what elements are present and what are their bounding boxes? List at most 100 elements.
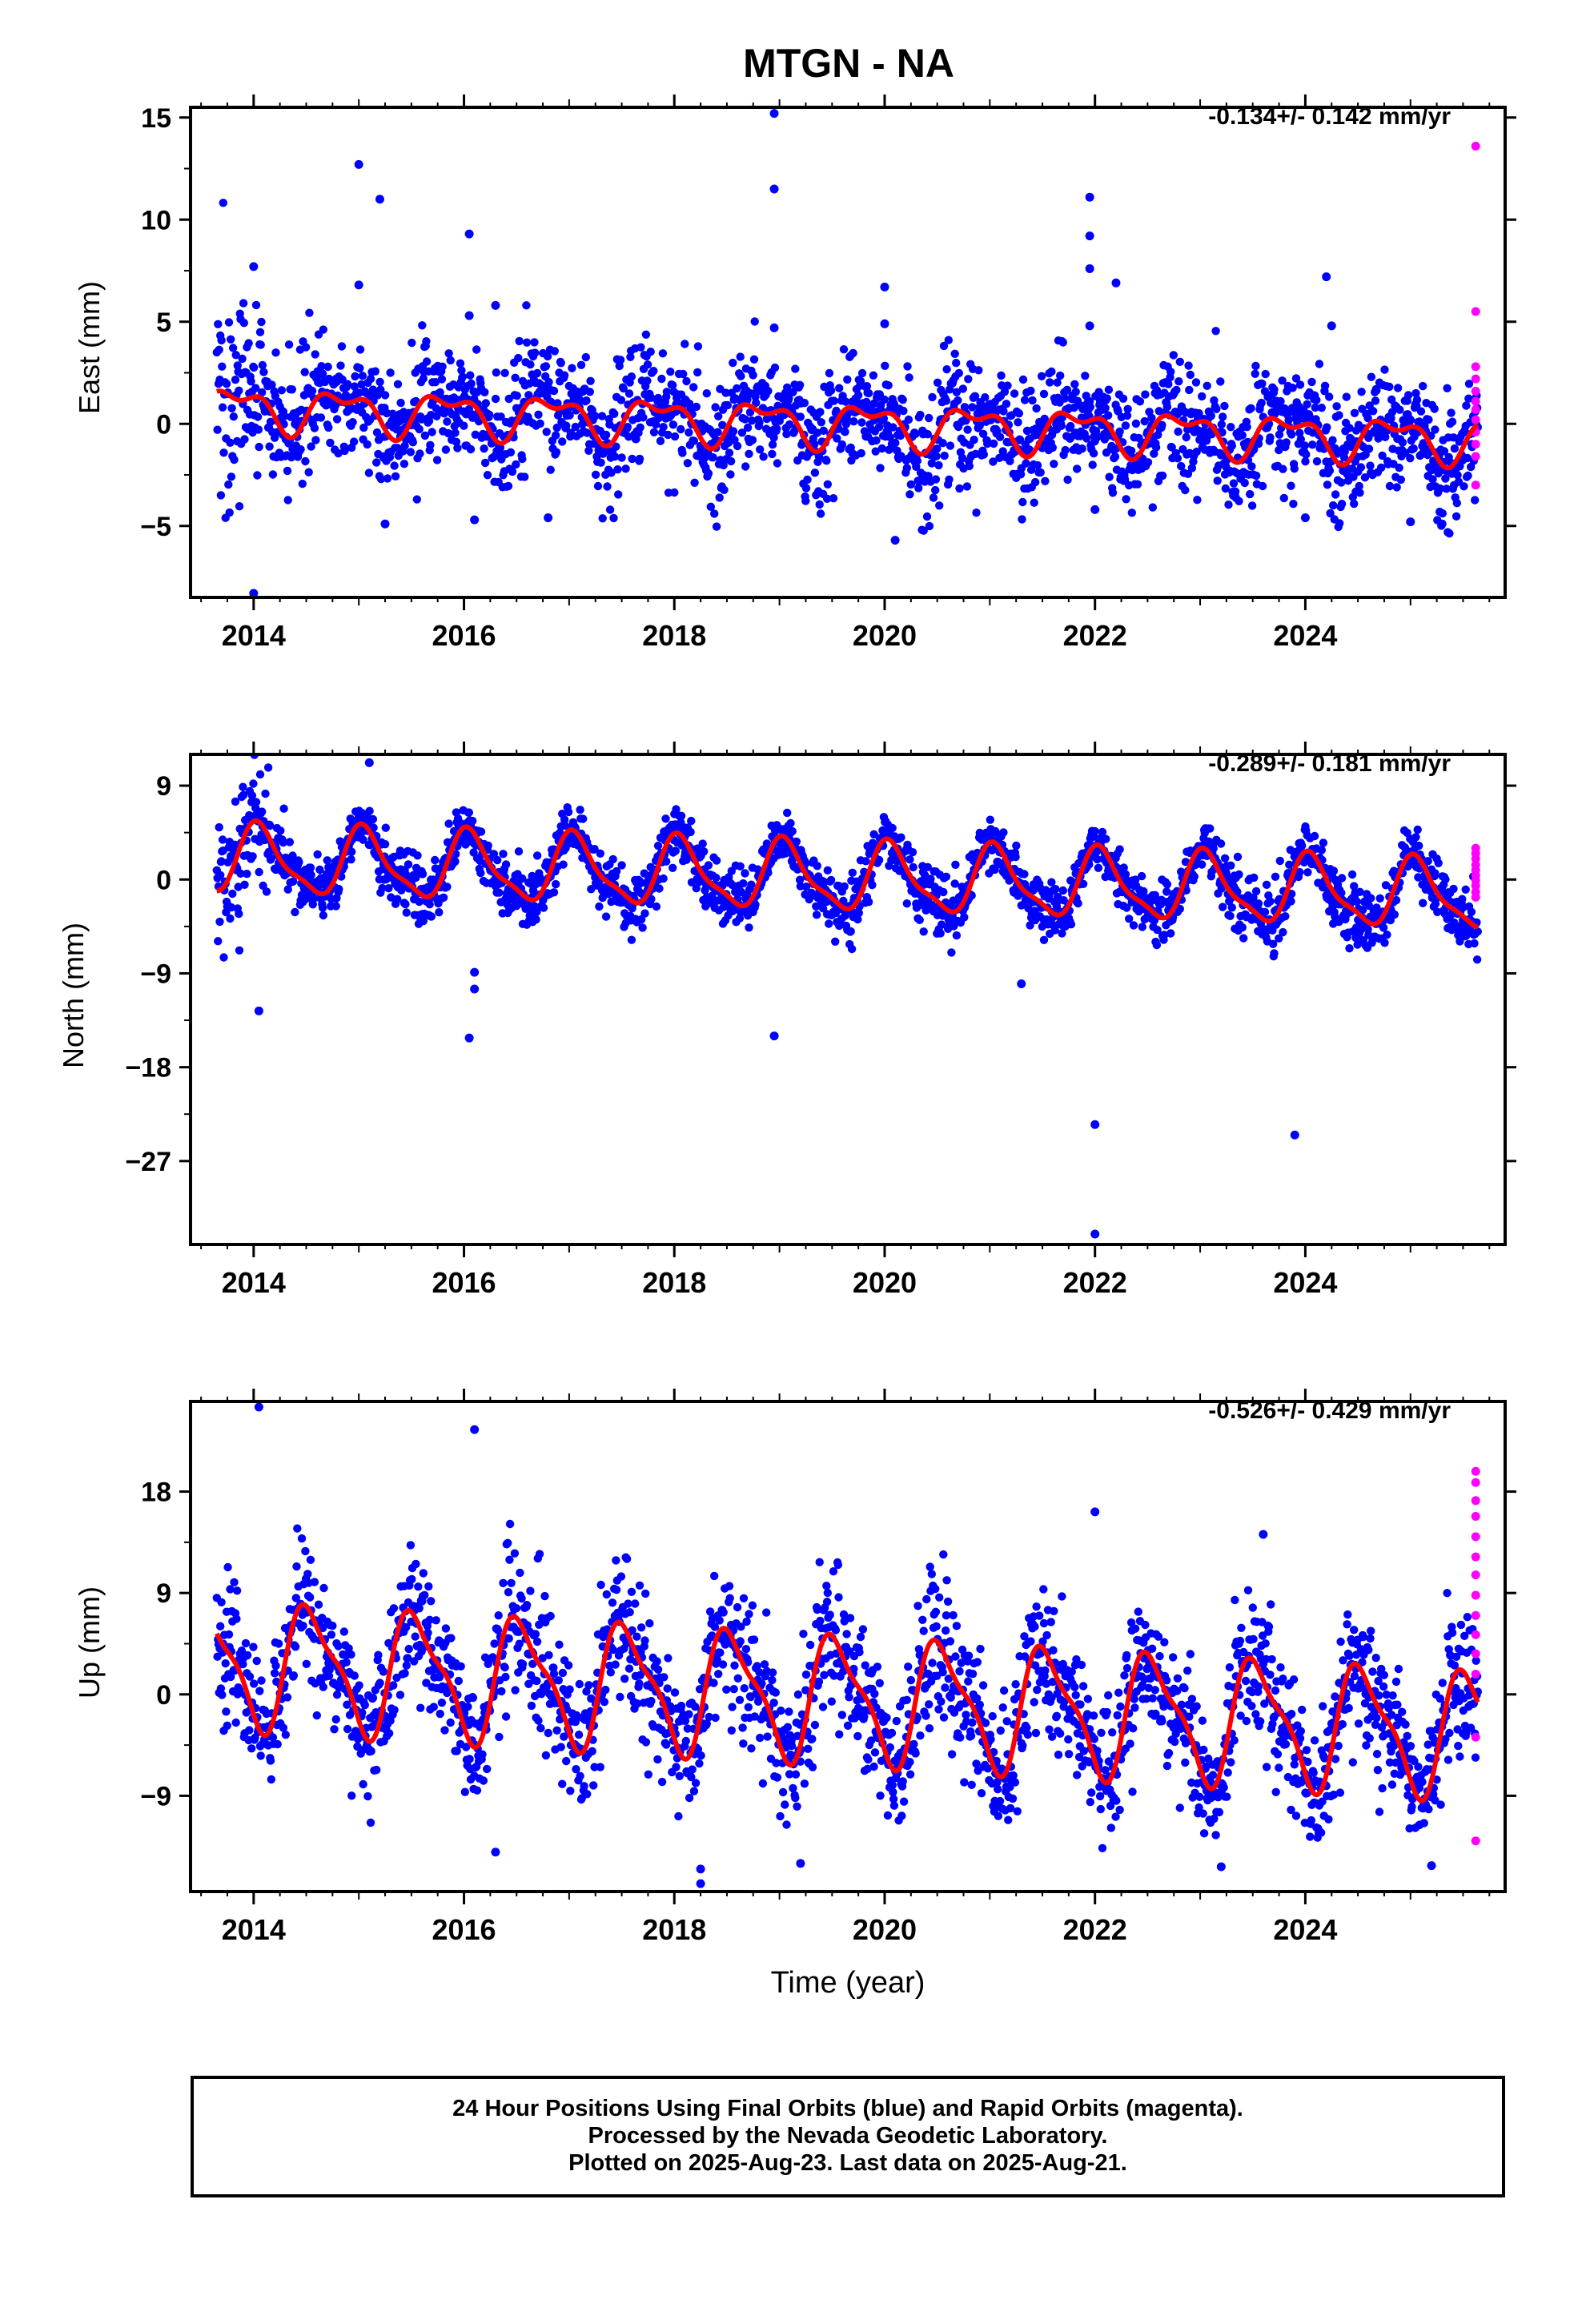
- north-final-point: [812, 902, 821, 911]
- north-final-point: [401, 899, 410, 909]
- north-final-point: [795, 875, 805, 884]
- north-final-point: [840, 882, 849, 891]
- north-final-point: [627, 935, 636, 944]
- north-final-point: [1051, 885, 1060, 894]
- up-final-point: [314, 1600, 323, 1609]
- east-final-point: [412, 495, 421, 504]
- up-y-tick-label: 0: [156, 1680, 171, 1711]
- east-final-point: [609, 513, 618, 523]
- east-final-point: [822, 494, 832, 503]
- north-final-point: [919, 927, 928, 936]
- up-final-point: [227, 1672, 235, 1682]
- east-final-point: [616, 356, 625, 364]
- north-final-point: [384, 884, 393, 893]
- east-final-point: [375, 377, 384, 387]
- north-final-point: [846, 927, 855, 936]
- north-final-point: [1058, 929, 1066, 938]
- east-final-point: [1207, 412, 1216, 420]
- east-final-point: [1016, 470, 1026, 479]
- north-final-point: [1337, 888, 1346, 898]
- east-final-point: [849, 348, 857, 358]
- north-final-point: [228, 889, 237, 899]
- north-final-point: [1260, 907, 1270, 917]
- east-final-point: [1261, 369, 1270, 379]
- north-final-point: [741, 869, 749, 878]
- east-final-point: [741, 462, 750, 471]
- up-y-tick-label: 18: [141, 1478, 171, 1508]
- east-final-point: [770, 363, 780, 372]
- north-final-point: [647, 895, 656, 903]
- north-final-point: [335, 885, 343, 894]
- east-final-point: [283, 466, 292, 476]
- north-final-point: [1441, 875, 1450, 884]
- east-final-point: [415, 424, 424, 434]
- east-final-point: [518, 454, 527, 464]
- east-final-point: [504, 481, 513, 491]
- up-final-point: [224, 1630, 234, 1639]
- east-final-point: [1247, 404, 1255, 412]
- up-final-point: [299, 1621, 307, 1630]
- east-final-point: [1060, 394, 1070, 403]
- east-final-point: [1287, 430, 1296, 439]
- north-final-point: [1353, 940, 1362, 949]
- east-final-point: [839, 345, 849, 354]
- north-final-point: [1219, 903, 1227, 911]
- north-rapid-point: [1471, 892, 1480, 902]
- east-final-point: [1345, 424, 1354, 432]
- north-final-point: [1150, 916, 1159, 925]
- east-final-point: [689, 436, 699, 445]
- east-x-tick-label: 2018: [642, 619, 706, 652]
- north-final-point: [393, 895, 402, 903]
- east-final-point: [500, 368, 509, 377]
- east-final-point: [511, 373, 520, 382]
- east-final-point: [280, 412, 289, 420]
- east-final-point: [636, 343, 645, 352]
- north-final-point: [1329, 866, 1339, 875]
- east-final-point: [1350, 499, 1359, 509]
- east-outlier-point: [890, 536, 900, 545]
- east-final-point: [1393, 384, 1403, 392]
- east-final-point: [938, 439, 947, 448]
- north-final-point: [247, 791, 257, 800]
- east-final-point: [247, 377, 255, 386]
- east-final-point: [441, 445, 451, 454]
- east-final-point: [819, 426, 828, 435]
- north-final-point: [640, 909, 649, 918]
- east-final-point: [456, 359, 465, 368]
- up-final-point: [245, 1726, 254, 1735]
- east-final-point: [227, 335, 235, 344]
- north-final-point: [947, 948, 956, 957]
- east-final-point: [932, 452, 941, 460]
- east-final-point: [643, 360, 652, 369]
- east-final-point: [979, 450, 989, 459]
- east-final-point: [823, 480, 833, 489]
- east-final-point: [1177, 461, 1186, 471]
- north-final-point: [1380, 939, 1389, 947]
- east-final-point: [922, 512, 932, 521]
- east-final-point: [319, 325, 327, 334]
- east-final-point: [1442, 485, 1452, 493]
- north-final-point: [1434, 858, 1443, 868]
- east-final-point: [1381, 432, 1390, 441]
- north-final-point: [854, 908, 864, 918]
- east-final-point: [1302, 450, 1311, 459]
- east-y-tick-label: 10: [141, 205, 171, 235]
- east-final-point: [1135, 397, 1145, 406]
- east-final-point: [785, 420, 794, 429]
- east-y-tick-label: 5: [156, 308, 171, 338]
- east-final-point: [782, 429, 791, 439]
- east-final-point: [1279, 464, 1287, 473]
- north-final-point: [249, 779, 258, 788]
- east-final-point: [1350, 408, 1359, 417]
- east-rapid-point: [1471, 307, 1480, 316]
- east-final-point: [1287, 481, 1295, 490]
- east-final-point: [1216, 451, 1226, 460]
- north-final-point: [227, 903, 236, 912]
- up-final-point: [297, 1534, 307, 1543]
- east-final-point: [1231, 487, 1240, 496]
- east-final-point: [796, 412, 805, 421]
- up-final-point: [216, 1622, 225, 1630]
- east-final-point: [1131, 419, 1141, 428]
- north-final-point: [235, 909, 243, 919]
- east-final-point: [1251, 361, 1260, 371]
